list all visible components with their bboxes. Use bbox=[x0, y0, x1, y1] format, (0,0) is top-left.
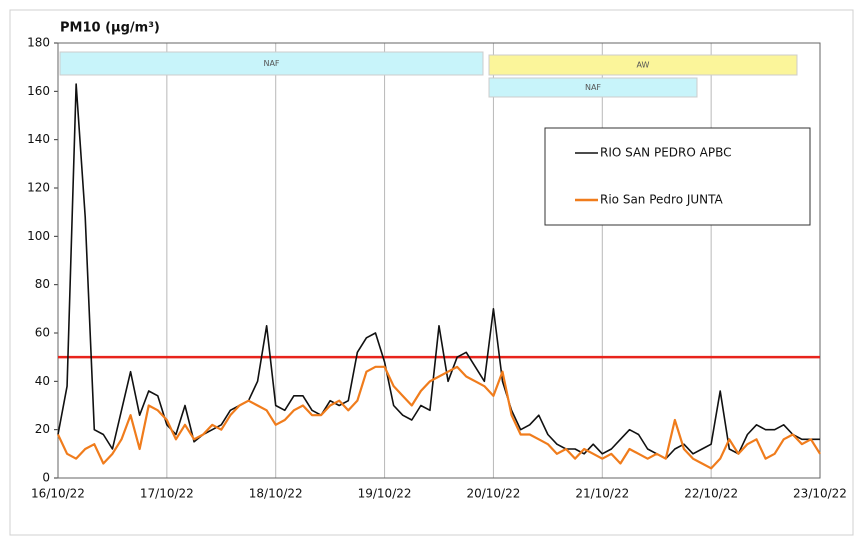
annotation-label: AW bbox=[637, 61, 650, 70]
frame bbox=[9, 9, 854, 536]
x-tick-label: 16/10/22 bbox=[31, 487, 85, 501]
series-line bbox=[57, 83, 820, 460]
x-tick-label: 21/10/22 bbox=[575, 487, 629, 501]
y-tick-label: 160 bbox=[27, 84, 50, 98]
annotation-label: NAF bbox=[263, 59, 279, 68]
legend-label: Rio San Pedro JUNTA bbox=[600, 193, 724, 207]
annotation-band bbox=[59, 51, 484, 76]
y-tick-label: 60 bbox=[35, 326, 50, 340]
y-tick-label: 40 bbox=[35, 374, 50, 388]
x-tick-label: 18/10/22 bbox=[249, 487, 303, 501]
x-tick-label: 23/10/22 bbox=[793, 487, 847, 501]
legend-box bbox=[544, 127, 811, 226]
y-tick-label: 120 bbox=[27, 181, 50, 195]
annotation-band bbox=[488, 54, 798, 76]
chart-title: PM10 (µg/m³) bbox=[60, 21, 160, 36]
y-tick-label: 20 bbox=[35, 422, 50, 436]
plot-area bbox=[57, 42, 821, 479]
y-tick-label: 140 bbox=[27, 132, 50, 146]
x-tick-label: 17/10/22 bbox=[140, 487, 194, 501]
series-line bbox=[57, 365, 821, 470]
y-tick-label: 80 bbox=[35, 277, 50, 291]
annotation-band bbox=[488, 77, 698, 98]
y-tick-label: 180 bbox=[27, 36, 50, 50]
y-tick-label: 0 bbox=[42, 471, 50, 485]
annotation-label: NAF bbox=[585, 83, 601, 92]
x-tick-label: 19/10/22 bbox=[358, 487, 412, 501]
x-tick-label: 20/10/22 bbox=[466, 487, 520, 501]
y-tick-label: 100 bbox=[27, 229, 50, 243]
legend-label: RIO SAN PEDRO APBC bbox=[600, 146, 731, 160]
x-tick-label: 22/10/22 bbox=[684, 487, 738, 501]
